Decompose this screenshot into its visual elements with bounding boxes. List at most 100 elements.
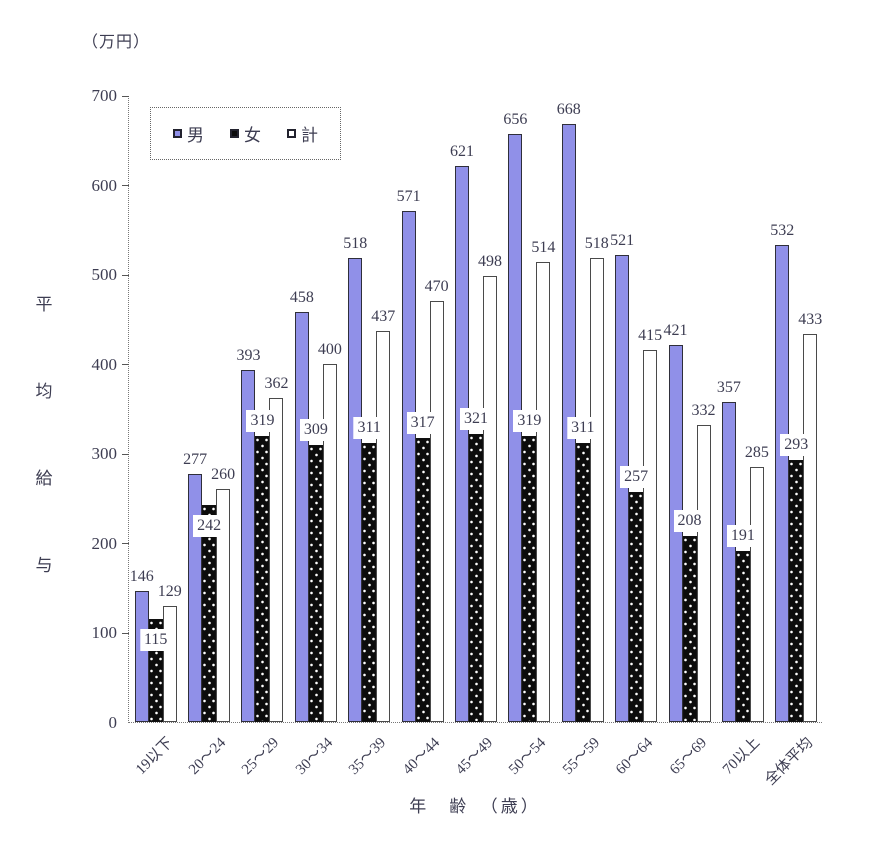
bar-total	[803, 334, 818, 722]
bar-total	[216, 489, 231, 722]
value-label-male: 656	[503, 111, 528, 129]
x-category-label: 45〜49	[452, 734, 497, 778]
bar-male	[294, 311, 309, 722]
bar-total	[376, 330, 391, 722]
bar-female	[362, 443, 377, 722]
value-label-female: 311	[353, 417, 385, 440]
y-tick	[122, 364, 129, 366]
legend-item-女: 女	[230, 121, 261, 146]
value-label-total: 518	[584, 235, 609, 253]
value-label-female: 319	[513, 410, 546, 433]
value-label-female: 257	[620, 465, 653, 488]
bar-male	[134, 591, 149, 722]
legend-label: 計	[301, 126, 318, 145]
legend-label: 男	[187, 126, 204, 145]
legend: 男女計	[150, 107, 341, 160]
value-label-total: 129	[157, 583, 182, 601]
x-category-label: 25〜29	[239, 734, 283, 778]
bar-female	[575, 443, 590, 722]
x-category-label: 40〜44	[399, 734, 443, 778]
x-category-label: 20〜24	[186, 734, 230, 778]
bar-male	[615, 255, 630, 722]
y-tick	[122, 274, 129, 276]
y-axis-title-char: 給	[35, 469, 53, 488]
value-label-male: 421	[663, 321, 688, 339]
y-axis-title: 平均給与	[33, 290, 55, 576]
x-category-label: 60〜64	[613, 734, 657, 778]
bar-female	[469, 434, 483, 722]
bar-female	[735, 550, 750, 722]
bar-male	[401, 210, 416, 722]
bar-total	[643, 350, 658, 722]
bar-male	[455, 165, 469, 722]
value-label-total: 332	[691, 401, 716, 419]
y-tick	[122, 95, 129, 97]
y-tick-label: 0	[108, 713, 118, 732]
y-tick-label: 100	[91, 623, 118, 643]
bar-total	[429, 301, 444, 722]
value-label-total: 362	[264, 374, 289, 392]
bar-male	[188, 473, 203, 722]
bar-male	[348, 258, 363, 722]
value-label-male: 521	[610, 232, 635, 250]
value-label-total: 285	[744, 443, 769, 461]
value-label-total: 433	[798, 311, 823, 329]
value-label-total: 415	[638, 327, 663, 345]
bar-male	[775, 245, 790, 722]
value-label-total: 498	[478, 252, 502, 270]
bar-female	[682, 535, 697, 722]
value-label-male: 458	[289, 288, 314, 306]
y-tick	[122, 632, 129, 634]
value-label-male: 621	[450, 142, 474, 160]
bar-male	[721, 402, 736, 722]
value-label-male: 277	[183, 450, 208, 468]
bar-female	[255, 436, 270, 722]
plot-area: 0 100 200 300 400 500 600 700 146 129 115 277 260 24…	[92, 86, 823, 789]
value-label-male: 668	[556, 100, 581, 118]
bar-total	[162, 606, 177, 722]
bar-male	[241, 369, 256, 722]
y-tick-label: 200	[91, 533, 118, 553]
value-label-total: 437	[371, 307, 396, 325]
bar-total	[269, 397, 284, 722]
value-label-female: 311	[567, 417, 599, 440]
value-label-male: 146	[129, 568, 154, 586]
value-label-total: 260	[211, 466, 236, 484]
x-category-label: 65〜69	[666, 734, 710, 778]
value-label-female: 293	[780, 433, 813, 456]
bar-female	[202, 505, 217, 722]
x-category-label: 30〜34	[292, 734, 337, 778]
bar-total	[483, 275, 497, 722]
y-tick	[122, 453, 129, 455]
y-axis-unit-label: （万円）	[82, 34, 151, 51]
value-label-female: 191	[726, 524, 759, 547]
bar-female	[308, 445, 323, 722]
x-category-label: 55〜59	[559, 734, 603, 778]
legend-swatch-icon	[287, 129, 296, 138]
bar-female	[415, 438, 430, 722]
bar-female	[522, 436, 537, 722]
value-label-total: 514	[531, 238, 556, 256]
x-axis-title: 年 齢 （歳）	[409, 797, 541, 816]
value-label-male: 518	[343, 235, 368, 253]
y-axis-title-char: 与	[35, 556, 53, 575]
x-category-label: 35〜39	[346, 734, 390, 778]
legend-swatch-icon	[230, 129, 239, 138]
x-category-label: 70以上	[719, 734, 764, 778]
value-label-male: 571	[396, 187, 421, 205]
bar-female	[629, 491, 644, 722]
legend-swatch-icon	[173, 129, 182, 138]
value-label-total: 400	[317, 340, 342, 358]
x-category-label: 全体平均	[762, 734, 817, 789]
value-label-female: 309	[299, 419, 332, 442]
y-axis-title-char: 均	[35, 382, 53, 401]
y-tick-label: 400	[91, 354, 118, 374]
legend-label: 女	[244, 126, 261, 145]
y-tick-label: 500	[91, 265, 118, 285]
value-label-female: 115	[139, 629, 172, 651]
value-label-female: 319	[246, 410, 279, 433]
bars-layer: 146 129 115 277 260 242 393 362 319 458 400 309 518 4…	[129, 96, 822, 722]
bar-total	[696, 424, 711, 722]
y-tick-label: 300	[91, 444, 118, 464]
